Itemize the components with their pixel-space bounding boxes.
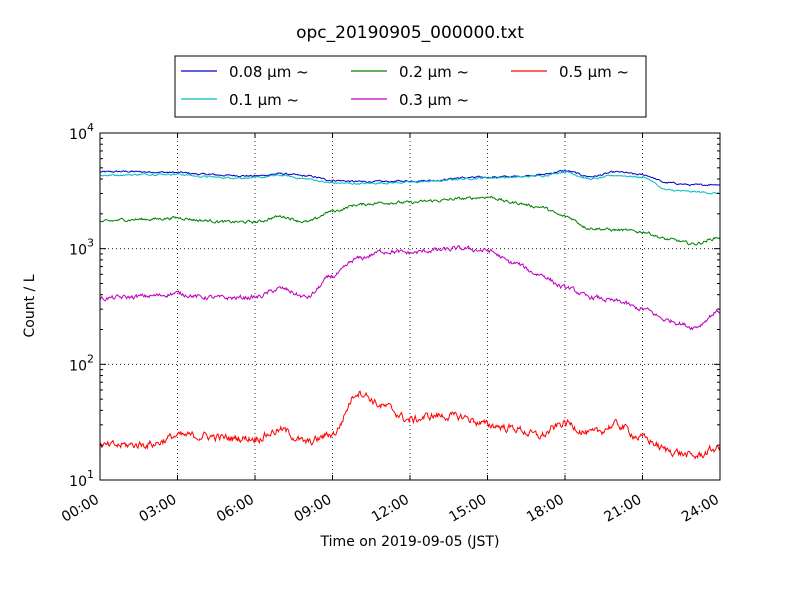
chart-title: opc_20190905_000000.txt — [296, 23, 524, 43]
series-lines — [99, 169, 721, 460]
legend-label: 0.5 μm ~ — [559, 63, 629, 81]
y-tick-label: 102 — [69, 352, 94, 374]
series-line — [99, 195, 721, 246]
legend: 0.08 μm ~ 0.1 μm ~ 0.2 μm ~ 0.3 μm ~ 0.5 μm … — [174, 55, 647, 118]
series-line — [99, 244, 721, 331]
x-axis-label: Time on 2019-09-05 (JST) — [320, 534, 500, 550]
legend-label: 0.08 μm ~ — [229, 63, 309, 81]
y-axis-label: Count / L — [22, 274, 38, 337]
legend-box — [174, 55, 647, 118]
legend-label: 0.1 μm ~ — [229, 91, 299, 109]
series-line — [99, 171, 721, 195]
grid — [100, 133, 720, 480]
y-tick-label: 103 — [69, 237, 94, 259]
y-tick-label: 104 — [69, 121, 94, 143]
series-line — [99, 390, 721, 460]
legend-label: 0.3 μm ~ — [399, 91, 469, 109]
y-tick-label: 101 — [69, 468, 94, 490]
legend-label: 0.2 μm ~ — [399, 63, 469, 81]
